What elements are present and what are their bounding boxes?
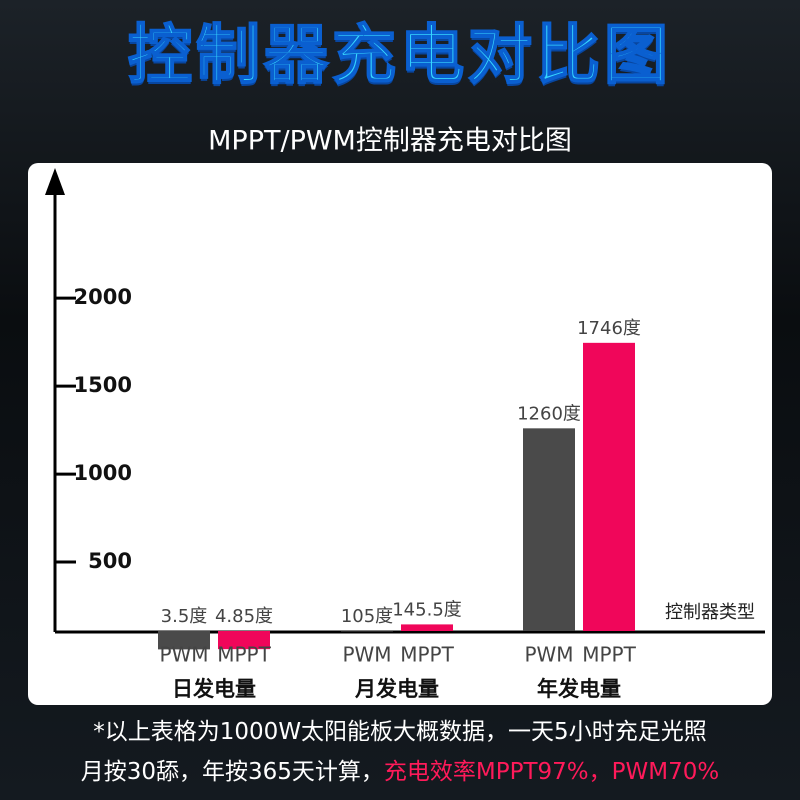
y-tick-label: 1000 (74, 461, 132, 485)
panel (28, 163, 772, 705)
series-label: MPPT (217, 643, 271, 667)
x-tick-label: 日发电量 (172, 677, 256, 701)
series-label: PWM (342, 643, 391, 667)
series-label: PWM (524, 643, 573, 667)
y-tick-label: 2000 (74, 285, 132, 309)
series-label: MPPT (400, 643, 454, 667)
series-label: MPPT (582, 643, 636, 667)
value-label: 3.5度 (161, 606, 208, 627)
value-label: 4.85度 (215, 606, 273, 627)
value-label: 1260度 (517, 403, 581, 424)
y-tick-label: 1500 (74, 373, 132, 397)
x-axis-label: 控制器类型 (665, 602, 755, 623)
bar (218, 631, 270, 650)
bar (158, 631, 210, 650)
x-tick-label: 月发电量 (354, 677, 439, 701)
footnote-text: 月按30舔，年按365天计算， (80, 759, 384, 785)
footnote-line: 月按30舔，年按365天计算，充电效率MPPT97%，PWM70% (0, 752, 800, 792)
y-axis-arrow (45, 168, 65, 195)
bar (523, 428, 575, 631)
footnote-line: *以上表格为1000W太阳能板大概数据，一天5小时充足光照 (93, 719, 707, 745)
chart: MPPT/PWM控制器充电对比图 控制器类型 500 1000 1500 2000 日发… (28, 126, 772, 705)
bar (401, 624, 453, 631)
bar (583, 342, 635, 631)
banner: 控制器充电对比图 (127, 18, 672, 94)
value-label: 105度 (341, 606, 393, 627)
footnote-highlight: 充电效率MPPT97%，PWM70% (383, 759, 720, 785)
series-label: PWM (159, 643, 208, 667)
bar (341, 631, 393, 632)
value-label: 1746度 (577, 318, 641, 339)
value-label: 145.5度 (392, 599, 462, 620)
x-tick-label: 年发电量 (537, 677, 621, 701)
chart-title: MPPT/PWM控制器充电对比图 (208, 126, 572, 157)
footnote: *以上表格为1000W太阳能板大概数据，一天5小时充足光照 月按30舔，年按36… (0, 712, 800, 792)
y-tick-label: 500 (88, 549, 132, 573)
